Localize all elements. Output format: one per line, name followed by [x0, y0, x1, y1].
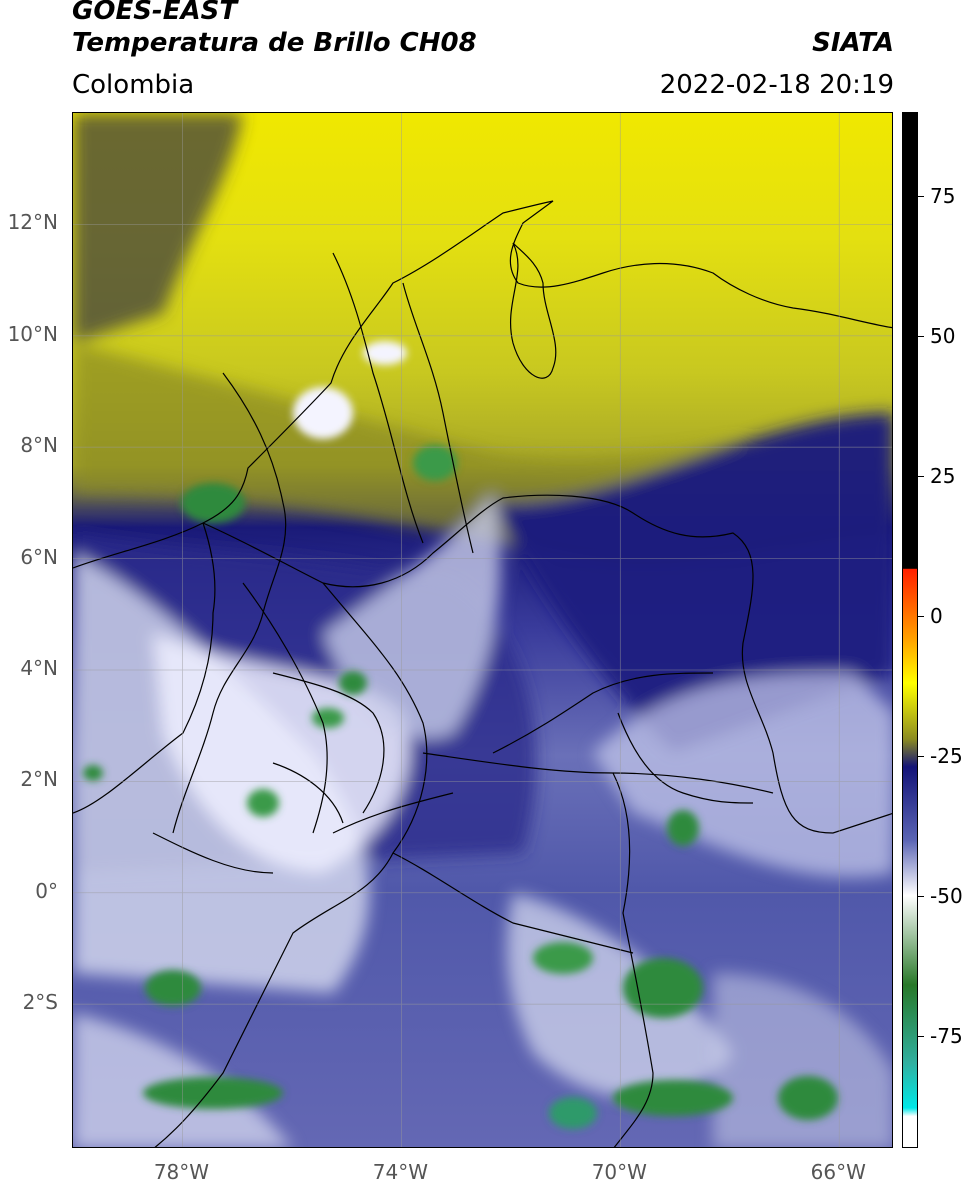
- lat-label: 8°N: [20, 433, 58, 458]
- lat-label: 10°N: [7, 321, 58, 346]
- colorbar-tick-label: -75: [930, 1024, 963, 1048]
- map-canvas: [73, 113, 892, 1147]
- colorbar-tick-label: 25: [930, 464, 956, 488]
- colorbar-tick: [918, 196, 924, 197]
- colorbar-tick-label: 50: [930, 324, 956, 348]
- title-satellite: GOES-EAST: [72, 0, 238, 26]
- lat-label: 2°S: [22, 990, 58, 1015]
- colorbar-tick: [918, 616, 924, 617]
- colorbar-tick: [918, 476, 924, 477]
- coastlines-and-borders: [73, 200, 892, 1147]
- colorbar-tick: [918, 896, 924, 897]
- lat-label: 4°N: [20, 655, 58, 680]
- lat-label: 2°N: [20, 767, 58, 792]
- cold-cloud-cores: [83, 341, 838, 1129]
- colorbar-tick-label: -25: [930, 744, 963, 768]
- lon-label: 78°W: [153, 1160, 210, 1184]
- colorbar-tick-label: 75: [930, 184, 956, 208]
- colorbar: [902, 112, 918, 1148]
- colorbar-tick-label: 0: [930, 604, 943, 628]
- colorbar-tick-label: -50: [930, 884, 963, 908]
- lon-label: 70°W: [591, 1160, 647, 1184]
- lat-label: 6°N: [20, 544, 58, 569]
- lon-label: 74°W: [372, 1160, 429, 1184]
- colorbar-tick: [918, 1036, 924, 1037]
- lon-label: 66°W: [810, 1160, 866, 1184]
- timestamp-label: 2022-02-18 20:19: [659, 70, 894, 100]
- lat-label: 12°N: [7, 210, 58, 235]
- region-label: Colombia: [72, 70, 195, 100]
- organization-label: SIATA: [812, 28, 894, 58]
- colorbar-tick: [918, 336, 924, 337]
- colorbar-tick: [918, 756, 924, 757]
- title-product: Temperatura de Brillo CH08: [72, 28, 477, 58]
- satellite-map[interactable]: [72, 112, 893, 1148]
- lat-label: 0°: [35, 878, 58, 903]
- gridlines: [73, 113, 892, 1147]
